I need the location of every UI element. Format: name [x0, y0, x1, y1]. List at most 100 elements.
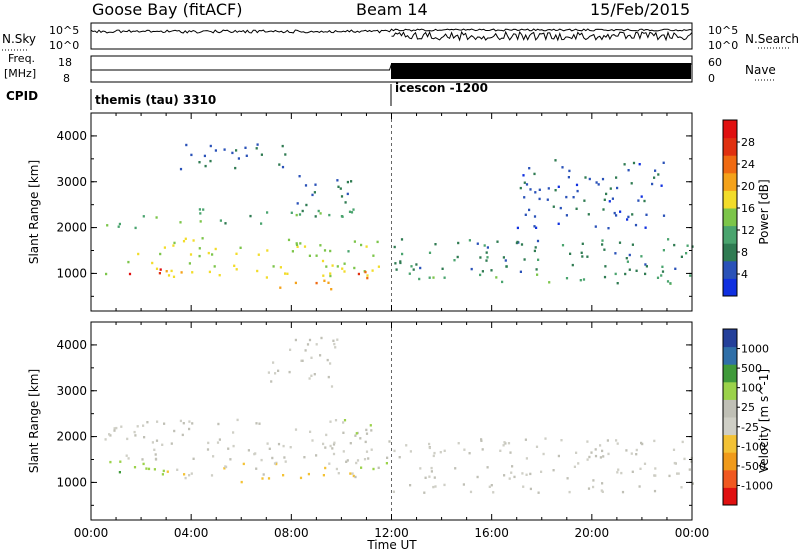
colorbar-tick-label: 20	[741, 180, 755, 193]
range-cell	[667, 238, 670, 241]
range-cell	[364, 440, 367, 444]
range-cell	[247, 449, 250, 452]
range-cell	[620, 471, 623, 475]
range-cell	[145, 467, 148, 470]
range-cell	[557, 454, 560, 458]
range-cell	[311, 193, 314, 197]
x-tick-label: 00:00	[675, 526, 710, 540]
range-cell	[386, 456, 389, 459]
colorbar-swatch	[723, 452, 737, 471]
range-cell	[433, 476, 436, 479]
range-cell	[638, 163, 641, 166]
range-cell	[184, 476, 187, 480]
range-cell	[319, 244, 322, 247]
range-cell	[644, 272, 647, 276]
range-cell	[409, 450, 412, 453]
range-cell	[443, 449, 446, 452]
range-cell	[590, 451, 593, 454]
colorbar-swatch	[723, 329, 737, 348]
range-cell	[282, 474, 285, 477]
range-cell	[351, 472, 354, 475]
range-cell	[329, 274, 332, 278]
range-cell	[181, 433, 184, 437]
range-cell	[348, 210, 352, 213]
range-cell	[535, 268, 538, 271]
range-cell	[219, 219, 222, 222]
range-cell	[225, 465, 228, 469]
range-cell	[616, 471, 619, 474]
range-cell	[609, 187, 612, 190]
range-cell	[239, 246, 242, 249]
range-cell	[191, 271, 194, 274]
range-cell	[631, 470, 634, 473]
range-cell	[309, 430, 312, 433]
range-cell	[234, 166, 237, 170]
range-cell	[423, 491, 426, 494]
range-cell	[673, 243, 676, 247]
range-cell	[336, 179, 339, 182]
range-cell	[581, 255, 584, 258]
range-cell	[428, 276, 431, 279]
power-y-axis-label: Slant Range [km]	[27, 160, 41, 264]
range-cell	[209, 144, 212, 148]
range-cell	[295, 213, 298, 217]
range-cell	[496, 240, 499, 243]
range-cell	[284, 460, 287, 463]
range-cell	[314, 215, 317, 218]
range-cell	[105, 272, 108, 276]
range-cell	[401, 252, 404, 256]
range-cell	[525, 457, 528, 460]
range-cell	[209, 159, 212, 163]
range-cell	[393, 449, 396, 453]
nsky-label: N.Sky	[2, 32, 36, 46]
range-cell	[279, 266, 282, 269]
range-cell	[134, 226, 137, 230]
range-cell	[286, 272, 289, 275]
range-cell	[586, 440, 589, 443]
range-cell	[127, 457, 130, 460]
range-cell	[418, 277, 421, 281]
colorbar-swatch	[723, 172, 737, 191]
range-cell	[355, 432, 358, 435]
range-cell	[235, 268, 238, 271]
range-cell	[582, 278, 586, 281]
range-cell	[519, 186, 522, 190]
range-cell	[470, 267, 473, 271]
range-cell	[635, 453, 638, 456]
range-cell	[409, 484, 412, 487]
range-cell	[290, 211, 293, 214]
range-cell	[601, 243, 604, 246]
range-cell	[505, 265, 508, 268]
range-cell	[198, 161, 201, 164]
nsearch-tick-low: 10^0	[708, 39, 738, 52]
colorbar-swatch	[723, 469, 737, 488]
range-cell	[635, 269, 638, 272]
range-cell	[490, 484, 493, 487]
range-cell	[666, 280, 670, 283]
range-cell	[201, 237, 204, 240]
range-cell	[643, 199, 646, 203]
range-cell	[588, 455, 591, 459]
range-cell	[640, 441, 643, 445]
range-cell	[257, 253, 260, 256]
range-cell	[274, 372, 277, 375]
range-cell	[218, 438, 221, 441]
range-cell	[279, 286, 282, 289]
range-cell	[538, 197, 541, 201]
range-cell	[480, 439, 483, 442]
range-cell	[289, 348, 292, 351]
range-cell	[170, 269, 173, 273]
nsearch-label: N.Search	[745, 32, 799, 46]
freq-unit: [MHz]	[4, 67, 36, 80]
range-cell	[190, 153, 193, 157]
range-cell	[419, 467, 422, 470]
range-cell	[533, 172, 536, 176]
cpid-label: CPID	[6, 89, 38, 103]
range-cell	[434, 485, 437, 488]
range-cell	[533, 225, 536, 228]
range-cell	[492, 491, 495, 494]
range-cell	[339, 187, 342, 190]
colorbar-tick-label: 25	[741, 401, 755, 414]
range-cell	[529, 188, 532, 191]
range-cell	[356, 459, 360, 462]
